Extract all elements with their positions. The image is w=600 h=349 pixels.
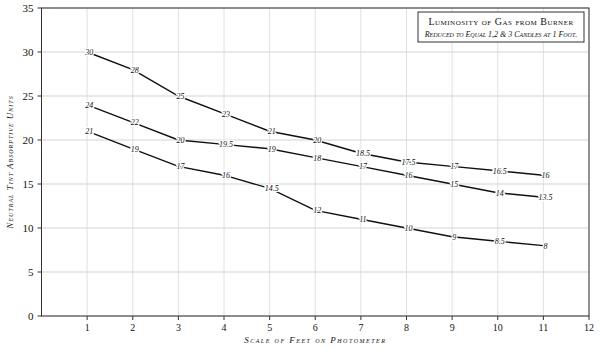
y-tick	[38, 52, 42, 53]
data-label: 21	[85, 127, 93, 136]
x-tick-label: 1	[85, 322, 90, 333]
grid-line-x	[497, 8, 498, 316]
data-label: 8	[543, 242, 547, 251]
x-tick-label: 11	[539, 322, 549, 333]
data-label: 16	[541, 171, 549, 180]
x-tick-label: 8	[404, 322, 409, 333]
data-label: 19	[131, 145, 139, 154]
data-label: 24	[85, 101, 93, 110]
plot-frame	[42, 8, 590, 316]
data-label: 19.5	[219, 140, 233, 149]
chart: 05101520253035123456789101112Scale of Fe…	[0, 0, 600, 349]
data-labels: 30 28 25 23 21 20 18.5 17.5 17 16.5 16 24 22 20 19.5 19…	[84, 48, 552, 251]
title: Luminosity of Gas from Burner	[428, 16, 573, 27]
y-tick	[38, 140, 42, 141]
grid-line-x	[224, 8, 225, 316]
data-label: 18	[313, 154, 321, 163]
y-tick	[38, 316, 42, 317]
y-axis-label: Neutral Tint Absorptive Units	[5, 95, 15, 229]
x-tick	[360, 316, 361, 320]
y-tick-label: 10	[23, 222, 35, 234]
data-label: 15	[450, 180, 458, 189]
y-tick	[38, 8, 42, 9]
series-line	[87, 105, 543, 197]
data-label: 16	[222, 171, 230, 180]
y-tick-label: 15	[23, 178, 35, 190]
y-tick-label: 20	[23, 134, 35, 146]
y-tick	[38, 184, 42, 185]
y-tick	[38, 272, 42, 273]
grid-line-x	[543, 8, 544, 316]
data-label: 25	[176, 92, 184, 101]
series-line	[87, 52, 543, 175]
series-line	[87, 131, 543, 245]
x-tick	[497, 316, 498, 320]
data-label: 18.5	[356, 149, 370, 158]
x-tick-label: 7	[358, 322, 363, 333]
y-tick	[38, 228, 42, 229]
data-label: 17	[176, 162, 185, 171]
x-tick-label: 2	[130, 322, 135, 333]
data-label: 12	[313, 206, 321, 215]
y-tick-label: 25	[23, 90, 35, 102]
x-axis-label: Scale of Feet on Photometer	[244, 335, 386, 345]
y-tick-label: 0	[28, 310, 34, 322]
chart-root: 05101520253035123456789101112Scale of Fe…	[0, 0, 600, 349]
data-label: 8.5	[495, 237, 505, 246]
data-label: 28	[131, 66, 139, 75]
data-label: 22	[131, 118, 139, 127]
y-tick-label: 5	[28, 266, 34, 278]
x-tick	[224, 316, 225, 320]
data-label: 17	[359, 162, 368, 171]
data-label: 17.5	[402, 158, 416, 167]
x-tick	[589, 316, 590, 320]
x-tick	[178, 316, 179, 320]
data-label: 17	[450, 162, 459, 171]
x-tick	[543, 316, 544, 320]
data-label: 19	[268, 145, 276, 154]
data-label: 30	[84, 48, 93, 57]
x-tick-label: 12	[584, 322, 594, 333]
data-label: 13.5	[538, 193, 552, 202]
title-box	[418, 12, 584, 42]
data-label: 20	[176, 136, 184, 145]
x-tick	[406, 316, 407, 320]
x-tick	[132, 316, 133, 320]
grid-line-x	[269, 8, 270, 316]
x-tick	[315, 316, 316, 320]
data-label: 9	[452, 233, 456, 242]
x-tick-label: 10	[493, 322, 503, 333]
data-label: 10	[405, 224, 413, 233]
grid-line-x	[132, 8, 133, 316]
data-label: 21	[268, 127, 276, 136]
y-tick	[38, 96, 42, 97]
data-label: 14	[496, 189, 504, 198]
subtitle: Reduced to Equal 1,2 & 3 Candles at 1 Fo…	[424, 30, 578, 39]
x-tick-label: 9	[450, 322, 455, 333]
x-tick	[452, 316, 453, 320]
x-tick-label: 5	[267, 322, 272, 333]
data-label: 20	[313, 136, 321, 145]
y-tick-label: 30	[23, 46, 35, 58]
data-label: 11	[359, 215, 366, 224]
data-label: 16	[405, 171, 413, 180]
x-tick-label: 3	[176, 322, 181, 333]
lines	[87, 52, 543, 246]
data-label: 14.5	[265, 184, 279, 193]
x-tick	[87, 316, 88, 320]
data-label: 23	[222, 110, 230, 119]
y-tick-label: 35	[23, 2, 35, 14]
data-label: 16.5	[493, 167, 507, 176]
x-tick-label: 6	[313, 322, 318, 333]
x-tick-label: 4	[222, 322, 227, 333]
x-tick	[269, 316, 270, 320]
